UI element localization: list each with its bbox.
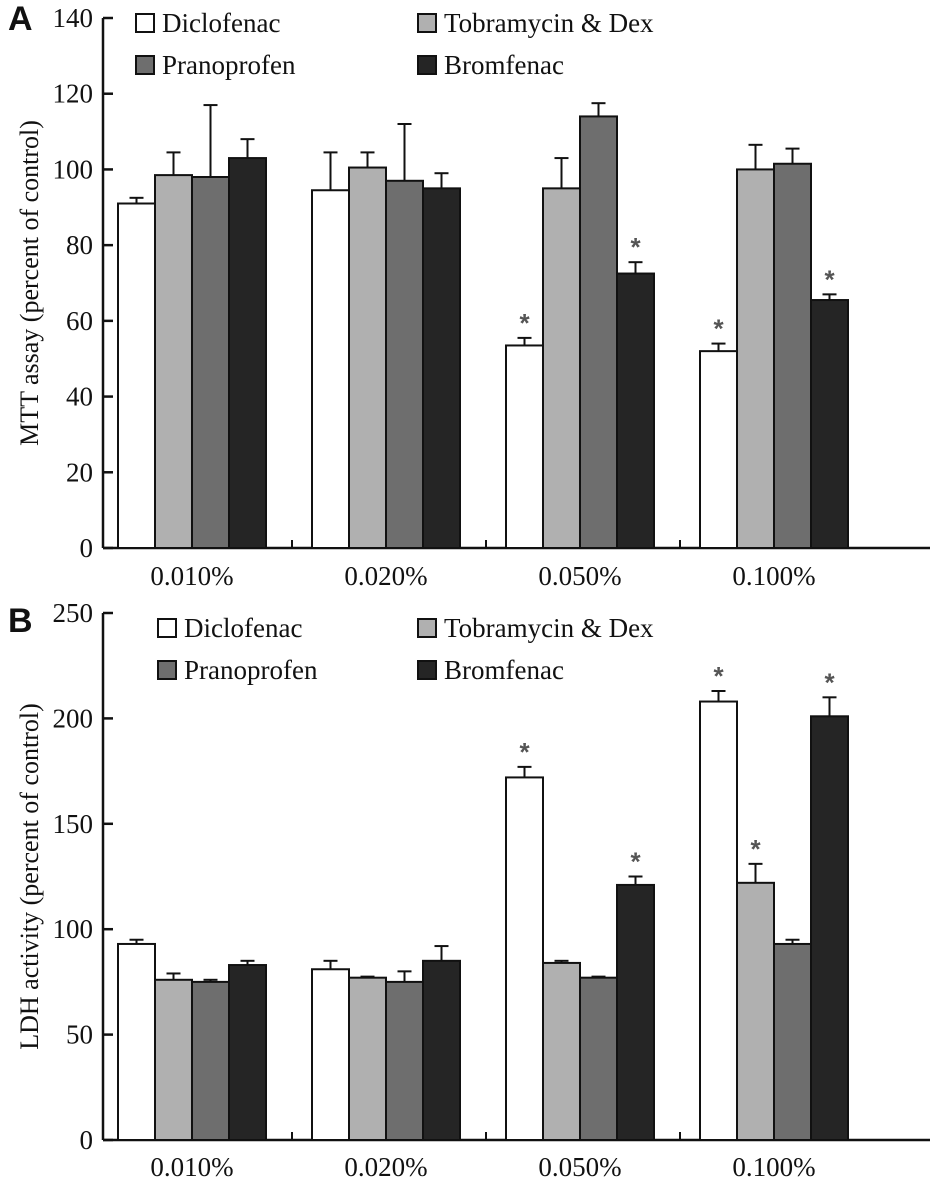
significance-marker: * bbox=[824, 264, 835, 294]
bar-bromfenac bbox=[228, 964, 267, 1142]
x-tick-label: 0.010% bbox=[150, 561, 233, 591]
bar-tobramycin-dex bbox=[542, 187, 581, 549]
y-tick-label: 0 bbox=[80, 1125, 94, 1155]
significance-marker: * bbox=[630, 232, 641, 262]
legend: Diclofenac Tobramycin & Dex Pranoprofen Bro… bbox=[135, 8, 654, 80]
chart-panel-b: B 0 50 100 150 200 250 LDH activity (percent of… bbox=[8, 598, 930, 1181]
bar-tobramycin-dex bbox=[736, 168, 775, 550]
bar-tobramycin-dex bbox=[348, 976, 387, 1142]
legend-swatch bbox=[157, 618, 177, 638]
bar-tobramycin-dex bbox=[736, 881, 775, 1141]
legend-label: Tobramycin & Dex bbox=[444, 8, 654, 38]
y-tick-label: 40 bbox=[66, 382, 93, 412]
panel-label: A bbox=[8, 0, 33, 38]
bar-pranoprofen bbox=[385, 179, 424, 550]
y-tick-label: 60 bbox=[66, 306, 93, 336]
y-tick-label: 100 bbox=[53, 154, 94, 184]
legend-swatch bbox=[135, 55, 155, 75]
bar-diclofenac bbox=[699, 700, 738, 1141]
chart-panel-a: A 0 20 40 60 80 100 120 140 MTT assay (percent of… bbox=[8, 0, 930, 591]
y-tick-label: 250 bbox=[53, 598, 94, 628]
bar-pranoprofen bbox=[579, 115, 618, 550]
legend-swatch bbox=[157, 660, 177, 680]
bar-tobramycin-dex bbox=[154, 174, 193, 549]
legend-label: Pranoprofen bbox=[162, 50, 296, 80]
bar-diclofenac bbox=[505, 344, 544, 550]
legend-label: Diclofenac bbox=[162, 8, 280, 38]
panel-label: B bbox=[8, 602, 33, 640]
legend-swatch bbox=[417, 660, 437, 680]
y-axis-title: LDH activity (percent of control) bbox=[15, 703, 44, 1050]
bar-diclofenac bbox=[117, 202, 156, 549]
legend-swatch bbox=[417, 13, 437, 33]
legend-swatch bbox=[417, 618, 437, 638]
bar-pranoprofen bbox=[579, 976, 618, 1142]
bar-pranoprofen bbox=[191, 176, 230, 549]
y-tick-label: 20 bbox=[66, 457, 93, 487]
bar-bromfenac bbox=[228, 157, 267, 549]
bar-diclofenac bbox=[505, 776, 544, 1141]
y-tick-label: 200 bbox=[53, 703, 94, 733]
bar-diclofenac bbox=[699, 350, 738, 549]
significance-marker: * bbox=[713, 661, 724, 691]
bar-pranoprofen bbox=[773, 162, 812, 549]
x-tick-label: 0.050% bbox=[538, 1152, 621, 1181]
bar-diclofenac bbox=[311, 189, 350, 549]
x-tick-label: 0.020% bbox=[344, 1152, 427, 1181]
significance-marker: * bbox=[750, 834, 761, 864]
significance-marker: * bbox=[630, 847, 641, 877]
bar-bromfenac bbox=[810, 715, 849, 1141]
y-tick-label: 50 bbox=[66, 1020, 93, 1050]
bar-bromfenac bbox=[422, 959, 461, 1141]
legend-label: Pranoprofen bbox=[184, 655, 318, 685]
y-tick-label: 100 bbox=[53, 914, 94, 944]
y-tick-label: 0 bbox=[80, 533, 94, 563]
significance-marker: * bbox=[824, 667, 835, 697]
bar-diclofenac bbox=[117, 942, 156, 1141]
bar-pranoprofen bbox=[385, 980, 424, 1142]
bar-bromfenac bbox=[810, 299, 849, 549]
legend-label: Diclofenac bbox=[184, 613, 302, 643]
legend-swatch bbox=[417, 55, 437, 75]
y-tick-label: 150 bbox=[53, 809, 94, 839]
legend-label: Tobramycin & Dex bbox=[444, 613, 654, 643]
y-tick-label: 120 bbox=[53, 79, 94, 109]
bar-tobramycin-dex bbox=[154, 978, 193, 1141]
bar-diclofenac bbox=[311, 968, 350, 1142]
significance-marker: * bbox=[519, 308, 530, 338]
bar-pranoprofen bbox=[191, 980, 230, 1142]
legend-label: Bromfenac bbox=[444, 655, 564, 685]
x-tick-label: 0.100% bbox=[732, 1152, 815, 1181]
y-tick-label: 140 bbox=[53, 3, 94, 33]
legend-swatch bbox=[135, 13, 155, 33]
x-tick-label: 0.020% bbox=[344, 561, 427, 591]
x-tick-label: 0.010% bbox=[150, 1152, 233, 1181]
legend-label: Bromfenac bbox=[444, 50, 564, 80]
bar-tobramycin-dex bbox=[542, 961, 581, 1141]
significance-marker: * bbox=[519, 737, 530, 767]
y-axis-title: MTT assay (percent of control) bbox=[15, 120, 44, 446]
bar-pranoprofen bbox=[773, 942, 812, 1141]
bar-bromfenac bbox=[422, 187, 461, 549]
x-tick-label: 0.050% bbox=[538, 561, 621, 591]
legend: Diclofenac Tobramycin & Dex Pranoprofen Bro… bbox=[157, 613, 654, 685]
bar-tobramycin-dex bbox=[348, 166, 387, 550]
y-tick-label: 80 bbox=[66, 230, 93, 260]
bar-bromfenac bbox=[616, 883, 655, 1141]
x-tick-label: 0.100% bbox=[732, 561, 815, 591]
bar-bromfenac bbox=[616, 272, 655, 549]
significance-marker: * bbox=[713, 314, 724, 344]
